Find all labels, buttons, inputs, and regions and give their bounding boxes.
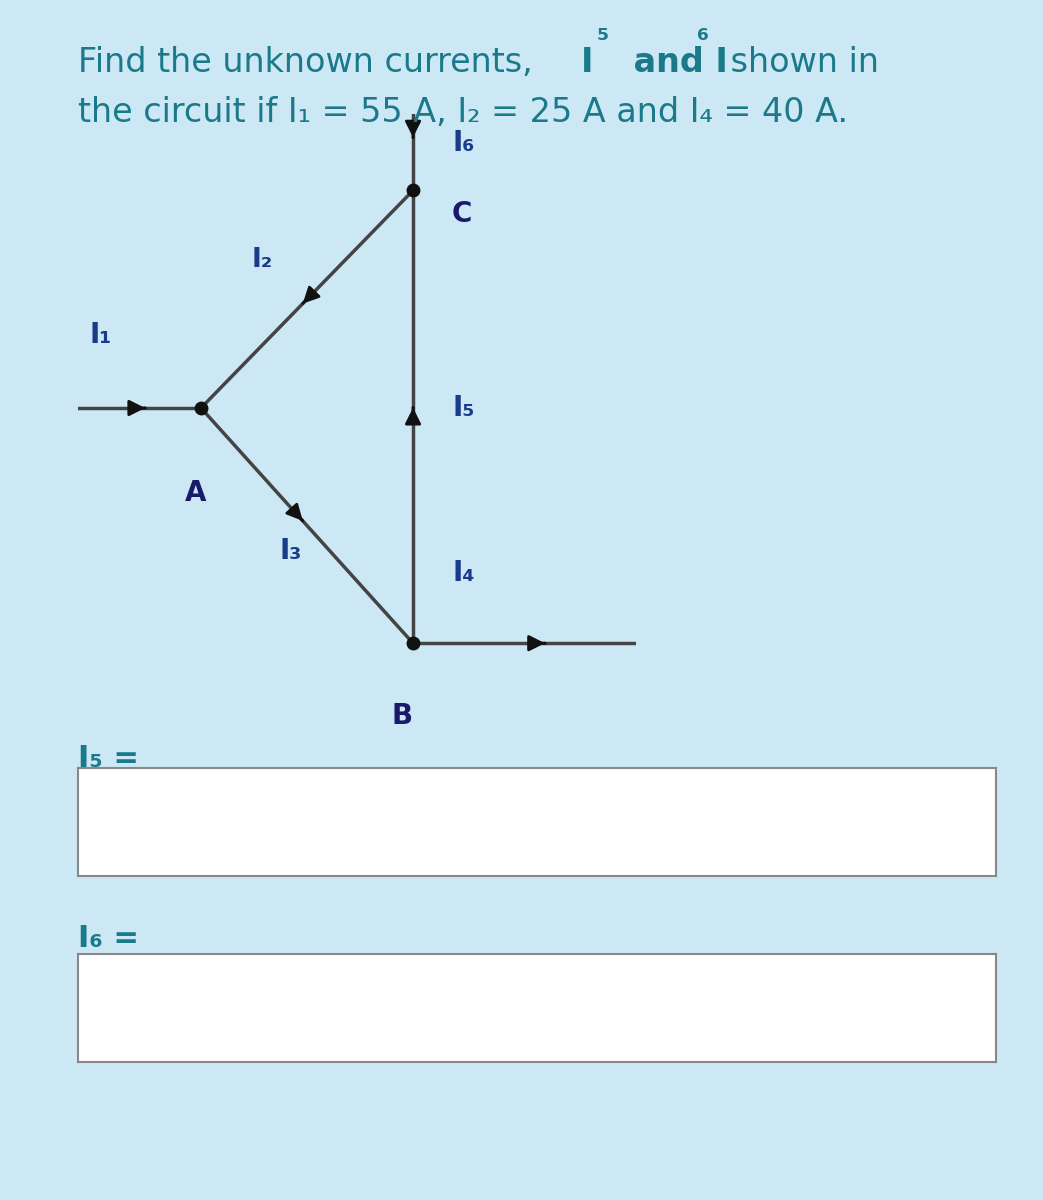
Text: I₆ =: I₆ = <box>78 924 139 953</box>
Text: the circuit if I₁ = 55 A, I₂ = 25 A and I₄ = 40 A.: the circuit if I₁ = 55 A, I₂ = 25 A and … <box>78 96 848 128</box>
Text: B: B <box>391 702 412 730</box>
Text: I₅ =: I₅ = <box>78 744 139 773</box>
Text: and I: and I <box>622 46 728 79</box>
Text: ₆: ₆ <box>697 18 709 46</box>
Text: I₁: I₁ <box>90 322 112 349</box>
Text: I₃: I₃ <box>280 538 301 565</box>
Text: A: A <box>185 479 207 506</box>
Text: Find the unknown currents,: Find the unknown currents, <box>78 46 543 79</box>
Text: I₂: I₂ <box>251 247 273 272</box>
Text: I₆: I₆ <box>452 130 475 157</box>
Text: I: I <box>581 46 593 79</box>
Text: I₅: I₅ <box>452 394 475 422</box>
Text: C: C <box>452 200 472 228</box>
Text: ₅: ₅ <box>597 18 609 46</box>
Text: I₄: I₄ <box>452 559 475 587</box>
Text: shown in: shown in <box>720 46 878 79</box>
